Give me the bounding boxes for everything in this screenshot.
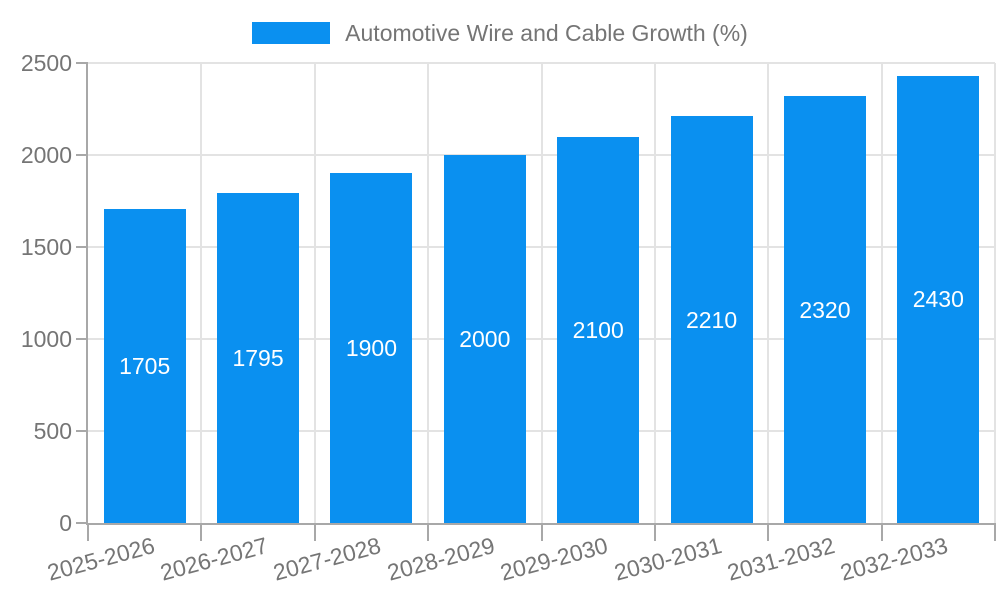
y-axis-tick (76, 430, 88, 432)
gridline-vertical (767, 63, 770, 523)
x-axis-tick (653, 523, 656, 541)
gridline-vertical (994, 63, 996, 523)
x-axis-line (86, 523, 995, 525)
bar (443, 155, 526, 523)
bar-value-label: 2320 (799, 296, 851, 323)
gridline-vertical (427, 63, 430, 523)
bar-value-label: 2000 (459, 326, 511, 352)
bar (217, 192, 300, 523)
bar (557, 136, 640, 523)
y-axis-tick (76, 338, 88, 340)
x-axis-tick-label: 2027-2028 (270, 532, 384, 586)
x-axis-tick (87, 523, 89, 541)
x-axis-tick-label: 2028-2029 (384, 532, 498, 586)
bar (103, 209, 186, 523)
x-axis-tick (200, 523, 203, 541)
bar-value-label: 2100 (572, 316, 624, 343)
y-axis-tick-label: 1500 (20, 234, 72, 260)
y-axis-tick-label: 500 (33, 418, 72, 444)
x-axis-tick (994, 523, 996, 541)
gridline-vertical (880, 63, 883, 523)
x-axis-tick (313, 523, 316, 541)
y-axis-tick-label: 0 (59, 510, 72, 536)
y-axis-tick (76, 246, 88, 248)
x-axis-tick-label: 2026-2027 (157, 532, 271, 586)
y-axis-tick (76, 154, 88, 156)
x-axis-tick (767, 523, 770, 541)
y-axis-tick (76, 62, 88, 64)
y-axis-tick-label: 2000 (20, 142, 72, 168)
y-axis-tick-label: 2500 (20, 50, 72, 76)
bar-value-label: 1900 (345, 335, 398, 362)
gridline-vertical (313, 63, 316, 523)
y-axis-tick-label: 1000 (20, 326, 72, 352)
legend-label: Automotive Wire and Cable Growth (%) (345, 20, 748, 46)
y-axis-tick (76, 522, 88, 524)
bar-value-label: 2210 (685, 306, 738, 333)
x-axis-tick-label: 2032-2033 (837, 532, 951, 586)
gridline-vertical (540, 63, 543, 523)
x-axis-tick-label: 2025-2026 (44, 532, 158, 586)
bar-value-label: 1795 (232, 344, 284, 371)
gridline-vertical (653, 63, 656, 523)
bar (330, 173, 413, 523)
bar (897, 75, 980, 523)
legend-swatch (252, 22, 331, 44)
x-axis-tick (880, 523, 883, 541)
y-axis-line (86, 63, 88, 523)
bar (670, 116, 753, 523)
x-axis-tick-label: 2030-2031 (611, 532, 725, 586)
x-axis-tick (427, 523, 430, 541)
bar-value-label: 1705 (119, 353, 171, 380)
legend-item[interactable]: Automotive Wire and Cable Growth (%) (0, 21, 1000, 45)
gridline-vertical (200, 63, 203, 523)
x-axis-tick-label: 2031-2032 (724, 532, 838, 586)
x-axis-tick (540, 523, 543, 541)
bar-value-label: 2430 (912, 286, 964, 313)
bar (783, 96, 866, 523)
x-axis-tick-label: 2029-2030 (497, 532, 611, 586)
